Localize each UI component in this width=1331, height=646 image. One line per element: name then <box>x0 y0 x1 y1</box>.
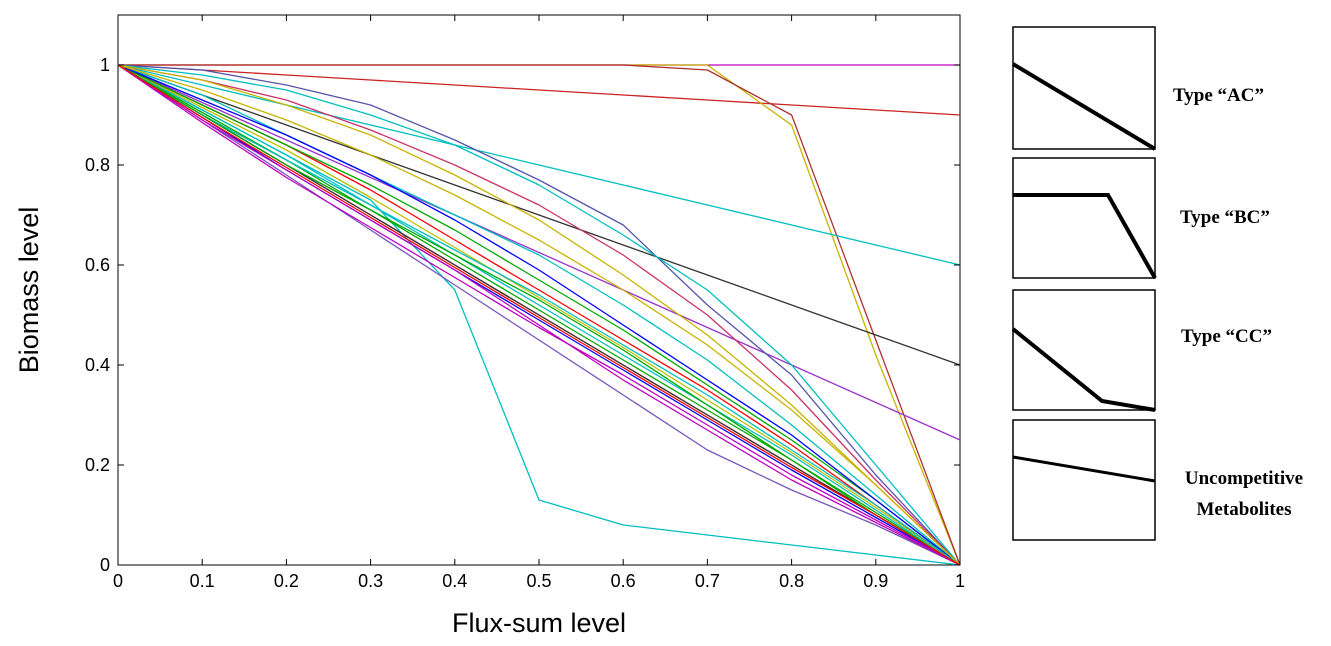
series-line-13 <box>117 64 961 566</box>
y-tick-label-0: 0 <box>100 555 110 575</box>
legend-curve-ac <box>1011 62 1157 151</box>
x-tick-label-3: 0.3 <box>358 571 383 591</box>
series-line-23 <box>117 64 961 566</box>
legend-label-uncompetitive-line1: Uncompetitive <box>1185 468 1303 489</box>
x-tick-label-2: 0.2 <box>274 571 299 591</box>
line-chart: 0 0.1 0.2 0.3 0.4 0.5 0.6 0.7 0.8 0.9 1 0 0.2 0.4 0.6… <box>14 14 965 638</box>
legend-panel-bc: Type “BC” <box>1012 157 1270 279</box>
series-line-4 <box>117 64 961 266</box>
legend-curve-uncompetitive <box>1012 455 1156 483</box>
y-tick-label-4: 0.8 <box>85 155 110 175</box>
x-tick-label-10: 1 <box>955 571 965 591</box>
y-tick-label-3: 0.6 <box>85 255 110 275</box>
x-tick-label-0: 0 <box>113 571 123 591</box>
y-tick-label-5: 1 <box>100 55 110 75</box>
series-line-22 <box>117 64 961 566</box>
series-line-16 <box>117 64 961 566</box>
x-axis-label: Flux-sum level <box>452 608 626 638</box>
series-line-1 <box>117 64 961 116</box>
x-tick-label-9: 0.9 <box>863 571 888 591</box>
legend-box-uncompetitive <box>1012 419 1156 541</box>
legend-curve-bc <box>1013 193 1157 279</box>
legend-box-ac <box>1012 26 1156 150</box>
legend-panel-cc: Type “CC” <box>1011 289 1272 412</box>
legend-panel-uncompetitive: Uncompetitive Metabolites <box>1012 419 1303 541</box>
series-line-19 <box>117 64 961 566</box>
series-line-25 <box>117 64 961 566</box>
series-line-6 <box>117 64 961 441</box>
legend-box-cc <box>1012 289 1156 411</box>
legend-label-uncompetitive-line2: Metabolites <box>1197 499 1292 520</box>
x-axis-ticks: 0 0.1 0.2 0.3 0.4 0.5 0.6 0.7 0.8 0.9 1 <box>113 15 965 591</box>
series-line-28 <box>117 64 961 566</box>
x-tick-label-8: 0.8 <box>779 571 804 591</box>
series-line-9 <box>117 64 961 566</box>
y-axis-label: Biomass level <box>14 207 44 374</box>
y-tick-label-1: 0.2 <box>85 455 110 475</box>
legend-label-cc: Type “CC” <box>1181 326 1272 347</box>
x-tick-label-4: 0.4 <box>442 571 467 591</box>
x-tick-label-7: 0.7 <box>695 571 720 591</box>
series-line-24 <box>117 64 961 566</box>
x-tick-label-5: 0.5 <box>526 571 551 591</box>
series-line-3 <box>118 64 961 566</box>
series-line-5 <box>117 64 961 366</box>
series-line-18 <box>117 64 961 566</box>
x-tick-label-1: 0.1 <box>190 571 215 591</box>
curve-type-legend: Type “AC” Type “BC” Type “CC” Uncompetit… <box>1011 26 1303 541</box>
series-line-27 <box>117 64 961 566</box>
series-line-11 <box>117 64 961 566</box>
legend-curve-cc <box>1011 327 1156 412</box>
x-tick-label-6: 0.6 <box>611 571 636 591</box>
legend-label-ac: Type “AC” <box>1173 85 1264 106</box>
series-line-10 <box>117 64 961 566</box>
y-tick-label-2: 0.4 <box>85 355 110 375</box>
legend-label-bc: Type “BC” <box>1180 207 1270 228</box>
series-layer <box>117 64 961 566</box>
series-line-26 <box>117 64 961 566</box>
series-line-15 <box>117 64 961 566</box>
legend-box-bc <box>1012 157 1156 279</box>
series-line-17 <box>117 64 961 566</box>
series-line-8 <box>117 64 961 566</box>
y-axis-ticks: 0 0.2 0.4 0.6 0.8 1 <box>85 55 960 575</box>
series-line-7 <box>117 64 961 566</box>
legend-panel-ac: Type “AC” <box>1011 26 1264 151</box>
